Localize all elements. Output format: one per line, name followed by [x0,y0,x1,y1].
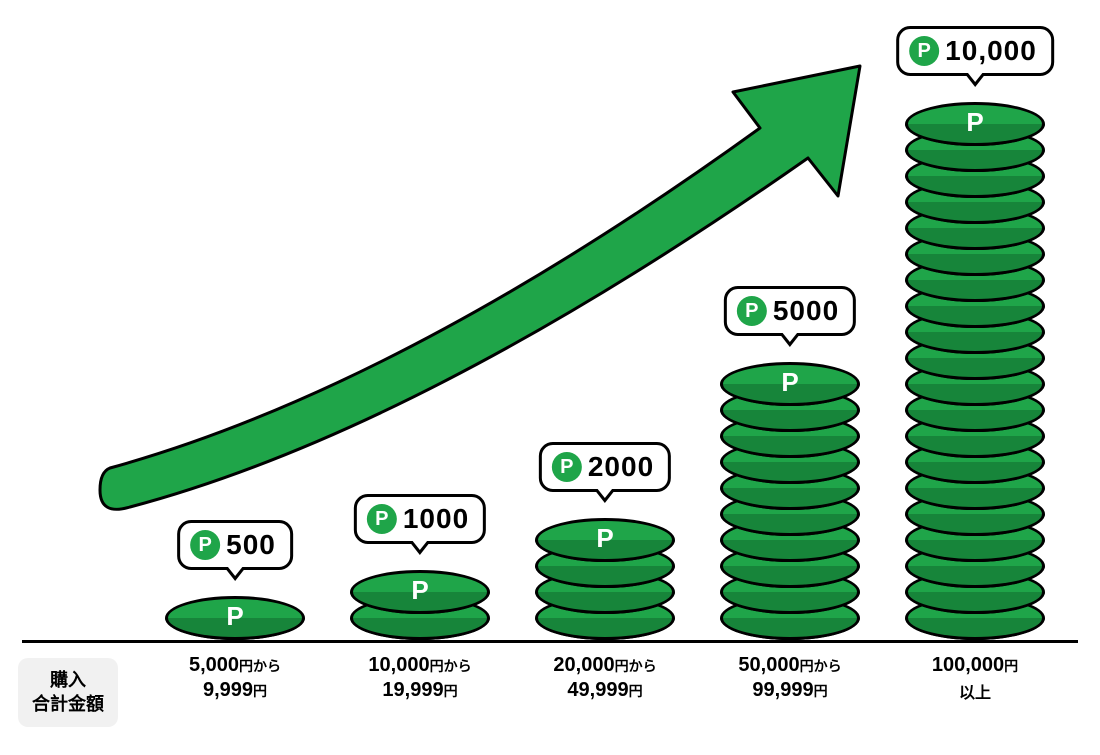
axis-title: 購入 合計金額 [18,658,118,727]
p-badge-icon: P [367,504,397,534]
points-value: 2000 [588,451,654,483]
points-value: 10,000 [945,35,1037,67]
coin-top [535,518,675,562]
coin-top [165,596,305,640]
points-value: 1000 [403,503,469,535]
range-to: 99,999円 [700,679,880,702]
x-label: 5,000円から9,999円 [145,654,325,702]
p-badge-icon: P [552,452,582,482]
points-bubble: P5000 [724,286,856,336]
points-value: 500 [226,529,276,561]
x-label: 10,000円から19,999円 [330,654,510,702]
coin-stack [165,596,305,640]
range-from: 50,000円から [700,654,880,677]
points-bubble: P1000 [354,494,486,544]
range-to: 以上 [885,679,1065,703]
coin-top [905,102,1045,146]
p-badge-icon: P [909,36,939,66]
range-to: 49,999円 [515,679,695,702]
points-bubble: P10,000 [896,26,1054,76]
points-value: 5000 [773,295,839,327]
points-bubble: P500 [177,520,293,570]
range-to: 9,999円 [145,679,325,702]
range-to: 19,999円 [330,679,510,702]
range-from: 20,000円から [515,654,695,677]
coin-stack [905,102,1045,640]
baseline [22,640,1078,643]
range-from: 100,000円 [885,654,1065,677]
coin-top [350,570,490,614]
range-from: 10,000円から [330,654,510,677]
x-label: 20,000円から49,999円 [515,654,695,702]
p-badge-icon: P [190,530,220,560]
coin-stack [535,518,675,640]
x-label: 100,000円以上 [885,654,1065,703]
coin-top [720,362,860,406]
axis-title-line2: 合計金額 [32,692,104,716]
axis-title-line1: 購入 [32,668,104,692]
coin-stack [720,362,860,640]
x-label: 50,000円から99,999円 [700,654,880,702]
p-badge-icon: P [737,296,767,326]
coin-stack [350,570,490,640]
points-bubble: P2000 [539,442,671,492]
range-from: 5,000円から [145,654,325,677]
